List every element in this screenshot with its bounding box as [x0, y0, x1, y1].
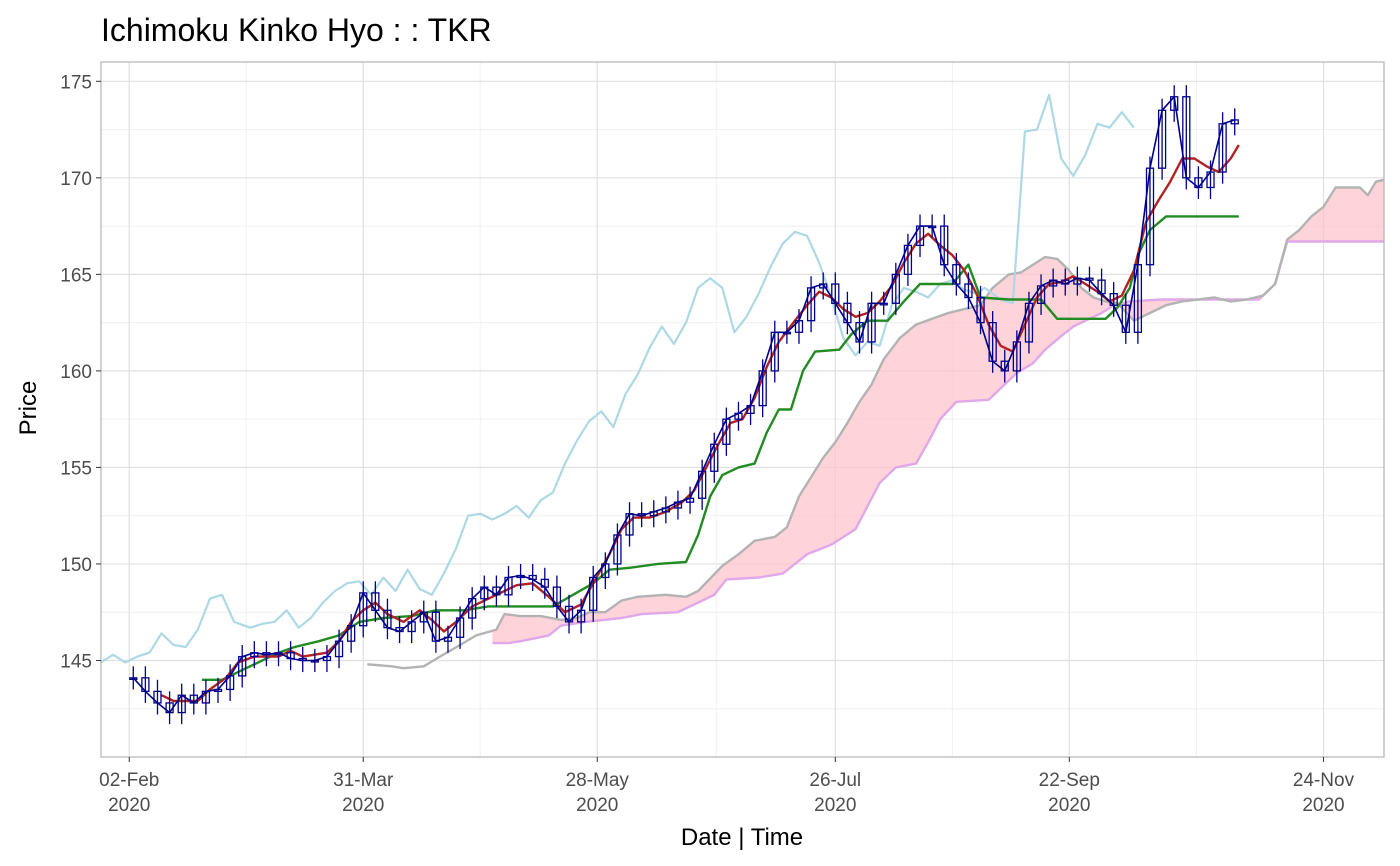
x-tick-label: 2020 [576, 795, 618, 816]
x-tick-label: 02-Feb [99, 770, 159, 791]
y-tick-label: 175 [60, 72, 92, 93]
x-tick-label: 24-Nov [1293, 770, 1355, 791]
cloud-area [492, 179, 1384, 644]
x-tick-label: 28-May [566, 770, 630, 791]
price-candles [129, 85, 1239, 725]
kijun-sen-line [201, 215, 1239, 681]
chart-title: Ichimoku Kinko Hyo : : TKR [101, 12, 492, 48]
tenkan-sen-line [160, 144, 1240, 703]
senkou-span-b-line [492, 240, 1384, 645]
x-tick-label: 2020 [1302, 795, 1344, 816]
x-axis-title: Date | Time [681, 824, 803, 851]
x-axis: 02-Feb 2020 31-Mar 2020 28-May 2020 26-Jul 2020… [99, 757, 1355, 816]
y-tick-label: 160 [60, 362, 92, 383]
kumo-cloud [492, 179, 1384, 644]
y-tick-label: 165 [60, 265, 92, 286]
y-axis-title: Price [15, 381, 42, 436]
x-tick-label: 2020 [814, 795, 856, 816]
y-tick-label: 145 [60, 651, 92, 672]
x-tick-label: 2020 [108, 795, 150, 816]
x-tick-label: 31-Mar [333, 770, 394, 791]
x-tick-label: 22-Sep [1039, 770, 1100, 791]
chikou-span-line [100, 93, 1135, 664]
y-tick-label: 150 [60, 555, 92, 576]
y-axis: 145 150 155 160 165 170 175 [60, 72, 101, 672]
plot-border [100, 61, 1385, 758]
x-tick-label: 26-Jul [809, 770, 861, 791]
x-tick-label: 2020 [342, 795, 384, 816]
x-tick-label: 2020 [1048, 795, 1090, 816]
price-line [132, 96, 1235, 714]
y-tick-label: 155 [60, 458, 92, 479]
y-tick-label: 170 [60, 169, 92, 190]
